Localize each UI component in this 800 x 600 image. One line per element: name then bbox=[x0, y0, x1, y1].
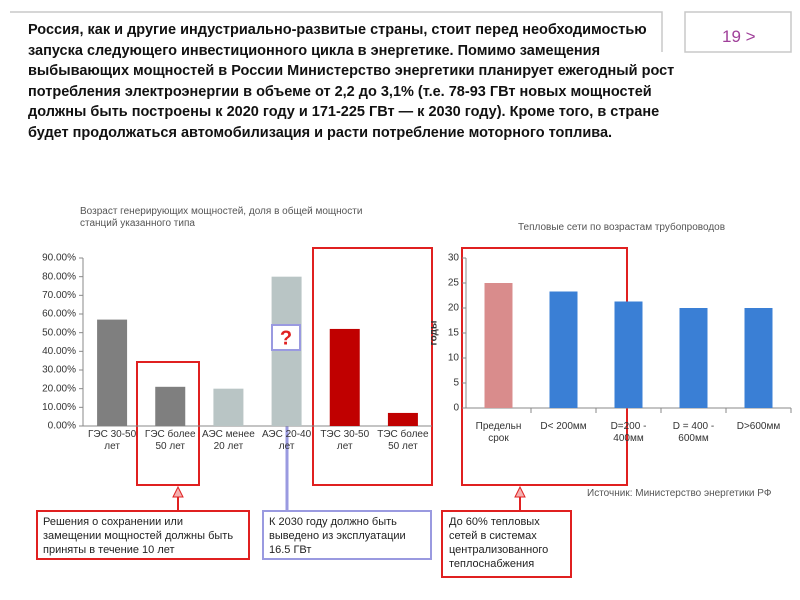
bar bbox=[387, 412, 418, 426]
x-tick-label: D>600мм bbox=[736, 421, 781, 432]
y-tick-label: 90.00% bbox=[42, 253, 76, 264]
callout: Решения о сохранении или замещении мощно… bbox=[36, 510, 250, 560]
x-tick-label: АЭС 20-40 лет bbox=[261, 429, 312, 452]
y-tick-label: 10 bbox=[448, 353, 460, 364]
page-frame bbox=[684, 11, 792, 53]
y-tick-label: 30.00% bbox=[42, 365, 76, 376]
x-tick-label: ТЭС более 50 лет bbox=[377, 429, 429, 452]
header-frame bbox=[10, 11, 663, 52]
x-tick-label: D< 200мм bbox=[540, 421, 587, 432]
x-tick-label: Предельн срок bbox=[475, 421, 522, 444]
bar bbox=[614, 301, 643, 408]
bar bbox=[155, 386, 186, 426]
page-number[interactable]: 19 > bbox=[722, 27, 756, 46]
y-tick-label: 50.00% bbox=[42, 327, 76, 338]
arrow-head bbox=[172, 485, 184, 498]
header-text: Россия, как и другие индустриально-разви… bbox=[28, 22, 675, 141]
y-tick-label: 20 bbox=[448, 303, 460, 314]
x-tick-label: ТЭС 30-50 лет bbox=[320, 429, 370, 452]
y-tick-label: 25 bbox=[448, 278, 460, 289]
x-tick-label: ГЭС 30-50 лет bbox=[87, 429, 137, 452]
y-tick-label: 0.00% bbox=[48, 421, 76, 432]
x-tick-label: D = 400 - 600мм bbox=[672, 421, 715, 444]
bar bbox=[484, 283, 513, 408]
x-tick-label: D=200 - 400мм bbox=[610, 421, 647, 444]
highlight-box bbox=[136, 361, 200, 486]
y-tick-label: 60.00% bbox=[42, 309, 76, 320]
annotation: ? bbox=[280, 327, 292, 349]
bar bbox=[97, 319, 128, 426]
source: Источник: Министерство энергетики РФ bbox=[587, 488, 772, 499]
arrow-head bbox=[514, 485, 526, 498]
bar bbox=[329, 328, 360, 426]
bar bbox=[744, 308, 773, 408]
y-tick-label: 30 bbox=[448, 253, 460, 264]
y-tick-label: 0 bbox=[453, 403, 459, 414]
y-tick-label: 15 bbox=[448, 328, 460, 339]
callout: К 2030 году должно быть выведено из эксп… bbox=[262, 510, 432, 560]
y-axis-label: годы bbox=[429, 321, 440, 346]
highlight-box bbox=[312, 247, 433, 486]
chart-title: Тепловые сети по возрастам трубопроводов bbox=[518, 222, 726, 233]
callout: До 60% тепловых сетей в системах централ… bbox=[441, 510, 572, 578]
y-tick-label: 70.00% bbox=[42, 290, 76, 301]
bar bbox=[549, 291, 578, 408]
y-tick-label: 40.00% bbox=[42, 346, 76, 357]
y-tick-label: 80.00% bbox=[42, 271, 76, 282]
y-tick-label: 5 bbox=[453, 378, 459, 389]
chart-title: Возраст генерирующих мощностей, доля в о… bbox=[80, 206, 363, 229]
bar bbox=[213, 388, 244, 426]
bar bbox=[271, 276, 302, 426]
y-tick-label: 10.00% bbox=[42, 402, 76, 413]
x-tick-label: АЭС менее 20 лет bbox=[202, 429, 255, 452]
x-tick-label: ГЭС более 50 лет bbox=[144, 429, 196, 452]
bar bbox=[679, 308, 708, 408]
y-tick-label: 20.00% bbox=[42, 383, 76, 394]
annotation-box bbox=[271, 324, 301, 351]
